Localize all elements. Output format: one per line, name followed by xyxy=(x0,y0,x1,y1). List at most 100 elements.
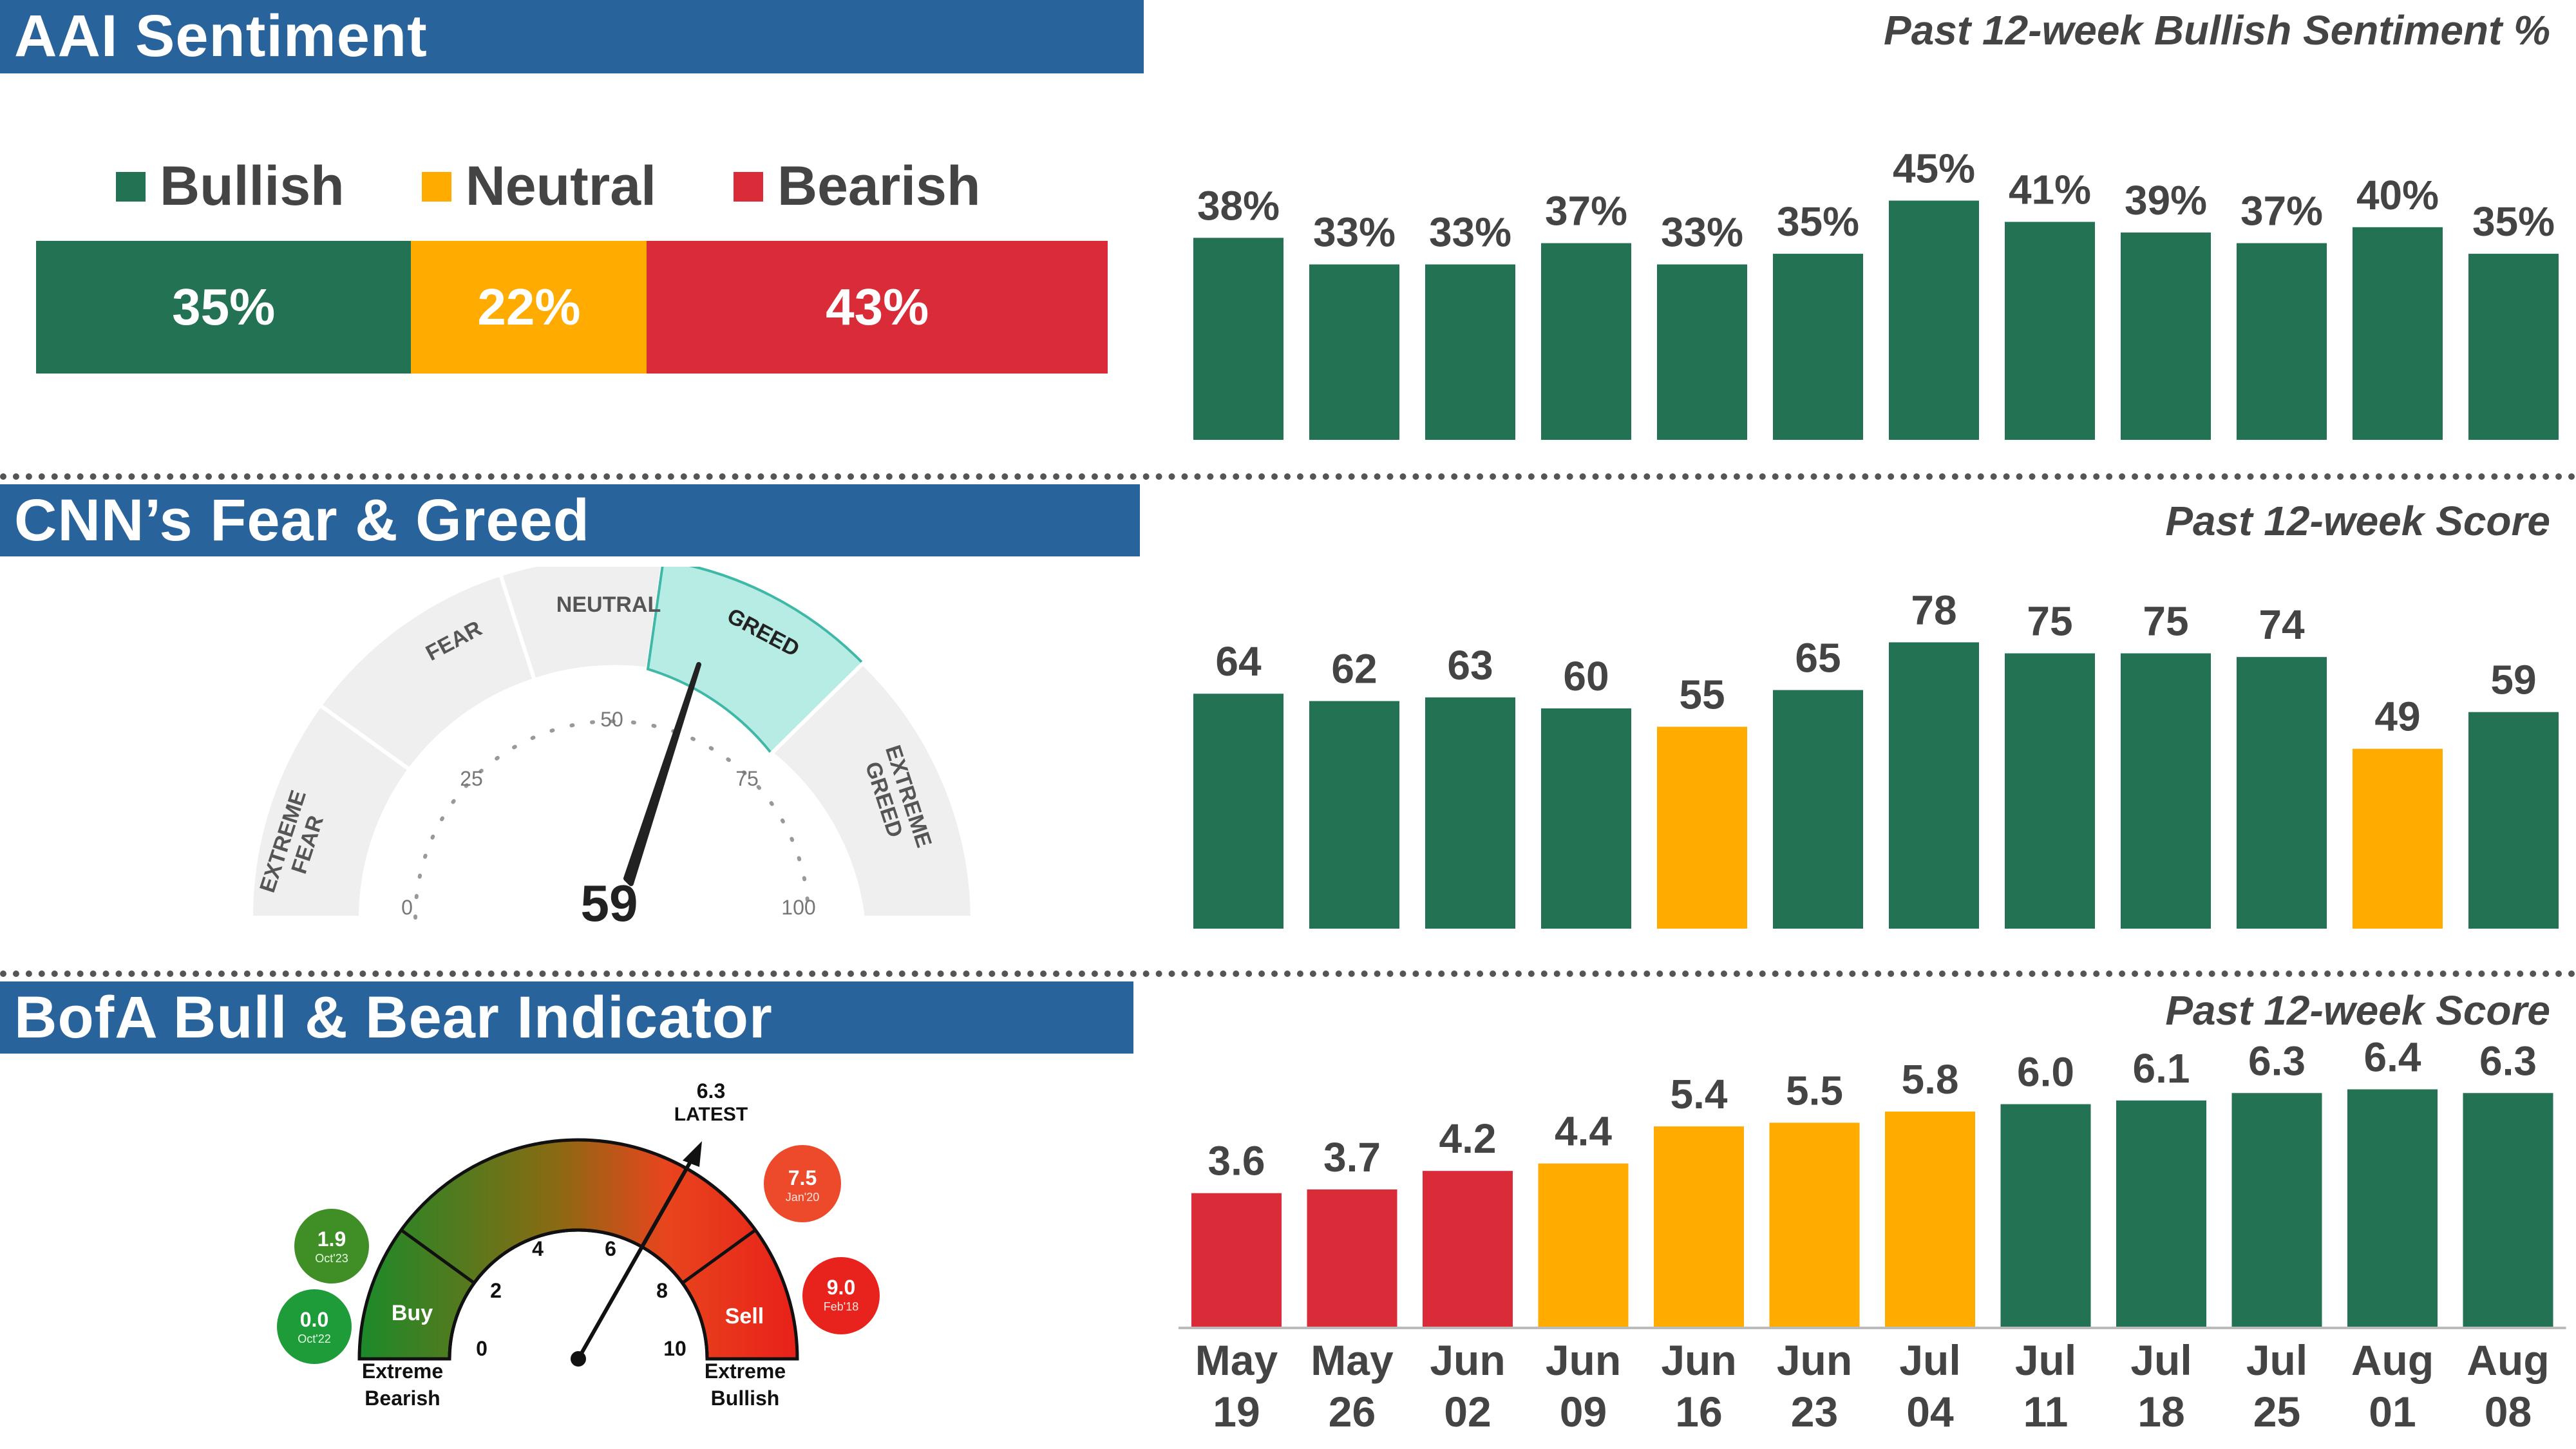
cnn-bar-label: 55 xyxy=(1679,672,1725,718)
bearish-swatch xyxy=(733,171,763,202)
aai-bar xyxy=(1541,243,1631,440)
cnn-bar-label: 78 xyxy=(1911,587,1956,633)
aai-bar-label: 33% xyxy=(1661,209,1743,256)
aai-bar xyxy=(1309,264,1399,440)
bofa-tick-8: 8 xyxy=(656,1279,668,1302)
bofa-tick-6: 6 xyxy=(605,1237,616,1260)
neutral-swatch xyxy=(421,171,451,202)
bubble-oct23-value: 1.9 xyxy=(317,1227,346,1251)
x-tick-label: Jun xyxy=(1661,1336,1736,1384)
bofa-bar xyxy=(1423,1171,1513,1327)
aai-bar-label: 37% xyxy=(2240,188,2323,234)
bubble-feb18-value: 9.0 xyxy=(827,1276,855,1299)
cnn-bar-label: 75 xyxy=(2143,598,2188,645)
bubble-oct22: 0.0 Oct'22 xyxy=(277,1289,352,1364)
cnn-chart-subtitle: Past 12-week Score xyxy=(2165,498,2550,544)
bubble-oct22-date: Oct'22 xyxy=(298,1332,330,1345)
gauge-needle xyxy=(623,662,701,886)
bofa-latest-value: 6.3 xyxy=(697,1079,725,1103)
x-tick-label: Jun xyxy=(1430,1336,1505,1384)
cnn-bar xyxy=(1773,690,1863,929)
aai-bar-label: 35% xyxy=(1777,198,1859,245)
x-tick-label: 26 xyxy=(1329,1388,1376,1435)
buy-label: Buy xyxy=(392,1301,433,1325)
cnn-bar xyxy=(2237,657,2327,929)
bofa-bar xyxy=(2347,1089,2438,1327)
aai-bar-label: 33% xyxy=(1429,209,1511,256)
bofa-bar xyxy=(2231,1093,2322,1327)
aai-legend: Bullish Neutral Bearish xyxy=(116,155,980,218)
bearish-value: 43% xyxy=(826,278,929,336)
bofa-tick-4: 4 xyxy=(532,1237,544,1260)
cnn-bar xyxy=(1657,726,1747,929)
x-tick-label: 04 xyxy=(1906,1388,1954,1435)
cnn-bar-label: 64 xyxy=(1215,638,1262,685)
bofa-bar-series: 3.6 3.7 4.2 4.45.4 5.5 5.8 6.0 6.1 6.3 6.4 6.3May1… xyxy=(1179,1034,2566,1435)
bofa-title-band: BofA Bull & Bear Indicator xyxy=(0,981,1133,1054)
aai-bar-label: 41% xyxy=(2009,167,2091,213)
bofa-bar-label: 5.4 xyxy=(1671,1071,1728,1117)
gauge-hub xyxy=(536,842,688,947)
extreme-bullish-1: Extreme xyxy=(705,1359,786,1383)
bubble-jan20: 7.5 Jan'20 xyxy=(764,1145,841,1222)
bofa-tick-2: 2 xyxy=(490,1279,502,1302)
cnn-title: CNN’s Fear & Greed xyxy=(14,488,590,553)
cnn-bar-label: 74 xyxy=(2259,601,2305,648)
bofa-bar-label: 6.3 xyxy=(2479,1037,2537,1084)
aai-bar xyxy=(2353,227,2443,440)
x-tick-label: 08 xyxy=(2485,1388,2532,1435)
cnn-bar xyxy=(1541,708,1631,929)
aai-title-band: AAI Sentiment xyxy=(0,0,1144,73)
aai-stacked-bar: 35% 22% 43% xyxy=(36,241,1108,374)
x-tick-label: May xyxy=(1311,1336,1394,1384)
bofa-bar xyxy=(1885,1112,1975,1327)
bofa-bar-label: 5.5 xyxy=(1786,1067,1843,1113)
bubble-oct23-circle xyxy=(294,1209,369,1283)
bofa-latest-label: LATEST xyxy=(674,1104,748,1125)
x-tick-label: 02 xyxy=(1444,1388,1491,1435)
x-tick-label: Jul xyxy=(2130,1336,2192,1384)
cnn-bar xyxy=(2353,748,2443,929)
legend-bullish: Bullish xyxy=(116,155,345,218)
gauge-dotted-arc xyxy=(413,719,810,920)
x-tick-label: 25 xyxy=(2253,1388,2300,1435)
bofa-bar xyxy=(2116,1100,2206,1327)
bofa-bar-label: 6.3 xyxy=(2248,1037,2306,1084)
cnn-bar xyxy=(2005,653,2095,929)
bofa-bar xyxy=(1654,1126,1744,1327)
legend-bearish-label: Bearish xyxy=(777,155,981,217)
aai-bar-label: 35% xyxy=(2472,198,2555,245)
bofa-inner-arc xyxy=(448,1228,709,1359)
bubble-oct23: 1.9 Oct'23 xyxy=(294,1209,369,1283)
tick-100: 100 xyxy=(781,896,815,919)
x-tick-label: Aug xyxy=(2351,1336,2434,1384)
bofa-bar xyxy=(1538,1163,1629,1327)
aai-bar-label: 38% xyxy=(1197,182,1280,229)
aai-bar xyxy=(1889,200,1979,440)
bofa-bar-label: 4.2 xyxy=(1439,1115,1497,1162)
bullish-segment: 35% xyxy=(36,241,412,374)
buy-zone-divider xyxy=(400,1228,475,1285)
x-tick-label: Jul xyxy=(2246,1336,2307,1384)
bofa-gauge: Buy Sell 0 2 4 6 8 10 6.3 LATEST Extreme… xyxy=(277,1079,880,1410)
aai-bar xyxy=(2005,222,2095,440)
x-tick-label: 01 xyxy=(2369,1388,2416,1435)
bofa-needle xyxy=(576,1151,697,1360)
bofa-needle-tip xyxy=(683,1141,702,1167)
bubble-feb18: 9.0 Feb'18 xyxy=(802,1257,880,1334)
neutral-value: 22% xyxy=(477,278,581,336)
cnn-bar-label: 63 xyxy=(1447,642,1493,688)
extreme-bearish-2: Bearish xyxy=(365,1387,440,1410)
aai-bar xyxy=(1193,238,1283,440)
x-tick-label: 16 xyxy=(1675,1388,1722,1435)
x-tick-label: 23 xyxy=(1791,1388,1838,1435)
gauge-value: 59 xyxy=(581,875,638,932)
bubble-oct23-date: Oct'23 xyxy=(315,1252,348,1265)
legend-neutral-label: Neutral xyxy=(465,155,656,217)
bofa-needle-hub xyxy=(571,1351,586,1367)
bofa-bar-label: 6.0 xyxy=(2017,1049,2074,1095)
cnn-bar-label: 49 xyxy=(2374,694,2420,740)
aai-bar xyxy=(2237,243,2327,440)
x-tick-label: 11 xyxy=(2023,1388,2069,1435)
